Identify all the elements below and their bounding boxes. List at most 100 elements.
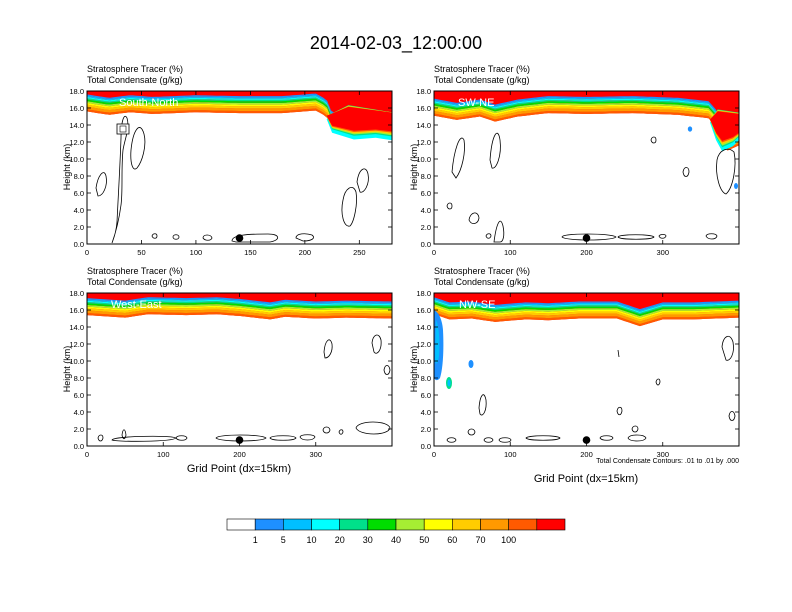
panel-1-frame [86,90,393,245]
panel-2-y-tick-label: 16.0 [416,104,431,113]
panel-1-y-tick-label: 16.0 [69,104,84,113]
panel-4-y-tick-label: 0.0 [421,442,431,451]
panel-3-tracer-label: Stratosphere Tracer (%) [87,266,183,276]
panel-3-condensate-contours [97,334,391,442]
panel-2-x-tick-label: 100 [504,248,517,257]
panel-4-tracer-band-4 [434,307,739,322]
panel-4-tracer-column [434,310,474,389]
panel-4-tracer-band-5 [434,305,739,320]
panel-2-x-tick-label: 200 [580,248,593,257]
panel-2-y-tick-label: 18.0 [416,87,431,96]
panel-1-tracer-label: Stratosphere Tracer (%) [87,64,183,74]
panel-1-x-tick-label: 250 [353,248,366,257]
panel-2-x-tick-label: 300 [656,248,669,257]
panel-4-y-tick-label: 16.0 [416,306,431,315]
panel-2-y-tick-label: 8.0 [421,172,431,181]
figure-title: 2014-02-03_12:00:00 [310,33,482,54]
panel-2-plot-area: SW-NE [434,91,739,243]
panel-1-intrusion-layer-6 [326,106,392,132]
panel-4-y-tick-label: 14.0 [416,323,431,332]
panel-2-intrusion-layer-6 [710,111,739,141]
panel-1-x-tick-label: 200 [299,248,312,257]
panel-3-y-axis-label: Height (km) [62,346,72,393]
panel-3-condensate-label: Total Condensate (g/kg) [87,277,183,287]
panel-1-y-tick-label: 2.0 [74,223,84,232]
panel-4-location-marker [582,436,591,444]
panel-4-x-axis-label: Grid Point (dx=15km) [534,473,638,485]
panel-2-direction-label: SW-NE [458,97,494,109]
colorbar-swatch-3 [282,518,312,531]
panel-3-tracer-band-3 [87,309,392,318]
panel-2-y-tick-label: 10.0 [416,155,431,164]
panel-4-y-tick-label: 10.0 [416,357,431,366]
panel-4-tracer-label: Stratosphere Tracer (%) [434,266,530,276]
panel-1-y-tick-label: 4.0 [74,206,84,215]
panel-2-condensate-label: Total Condensate (g/kg) [434,75,530,85]
panel-2-y-tick-label: 12.0 [416,138,431,147]
panel-1-location-marker [235,234,244,242]
panel-1-y-axis-label: Height (km) [62,144,72,191]
colorbar-swatch-10 [480,518,510,531]
panel-1-x-tick-label: 100 [190,248,203,257]
panel-2-location-marker [582,234,591,242]
colorbar-level-label: 5 [281,535,286,545]
panel-1-y-tick-label: 8.0 [74,172,84,181]
panel-1-label-bbox [116,123,130,135]
panel-4-y-tick-label: 2.0 [421,425,431,434]
colorbar-swatch-2 [254,518,284,531]
panel-3-tracer-band-5 [87,305,392,313]
colorbar-level-label: 50 [419,535,429,545]
colorbar-swatch-5 [339,518,369,531]
colorbar-swatch-12 [536,518,566,531]
panel-4-y-tick-label: 4.0 [421,408,431,417]
panel-sw-ne: Stratosphere Tracer (%) Total Condensate… [409,64,740,257]
colorbar-swatch-11 [508,518,538,531]
panel-2-x-tick-label: 0 [432,248,436,257]
panel-1-x-tick-label: 0 [85,248,89,257]
colorbar-level-label: 100 [501,535,516,545]
panel-3-tracer-band-9 [87,299,392,307]
panel-2-tracer-label: Stratosphere Tracer (%) [434,64,530,74]
panel-1-direction-label: South-North [119,97,178,109]
panel-2-y-tick-label: 4.0 [421,206,431,215]
panel-1-x-tick-label: 50 [137,248,145,257]
panel-3-y-tick-label: 4.0 [74,408,84,417]
colorbar-swatch-9 [451,518,481,531]
panel-1-y-tick-label: 12.0 [69,138,84,147]
panel-1-condensate-contours [95,115,369,244]
contour-footnote: Total Condensate Contours: .01 to .01 by… [596,458,739,465]
panel-4-x-tick-label: 100 [504,450,517,459]
panel-3-direction-label: West-East [111,299,162,311]
panel-south-north: Stratosphere Tracer (%) Total Condensate… [62,64,393,257]
panel-3-tracer-band-7 [87,302,392,310]
panel-west-east: Stratosphere Tracer (%) Total Condensate… [62,266,393,475]
colorbar-level-label: 40 [391,535,401,545]
panel-1-y-tick-label: 10.0 [69,155,84,164]
panel-2-tracer-spots [687,126,738,189]
panel-3-tracer-band-6 [87,304,392,311]
colorbar-swatch-6 [367,518,397,531]
panel-nw-se: Stratosphere Tracer (%) Total Condensate… [409,266,740,485]
panel-3-y-tick-label: 16.0 [69,306,84,315]
panel-3-y-tick-label: 14.0 [69,323,84,332]
panel-4-y-tick-label: 18.0 [416,289,431,298]
panel-1-condensate-label: Total Condensate (g/kg) [87,75,183,85]
colorbar-level-label: 70 [475,535,485,545]
colorbar-level-label: 30 [363,535,373,545]
panel-3-y-tick-label: 10.0 [69,357,84,366]
panel-4-y-tick-label: 6.0 [421,391,431,400]
panel-4-tracer-band-3 [434,309,739,324]
colorbar-swatch-8 [423,518,453,531]
panel-1-y-tick-label: 14.0 [69,121,84,130]
panel-3-x-tick-label: 300 [309,450,322,459]
panel-3-y-tick-label: 12.0 [69,340,84,349]
panel-4-x-tick-label: 0 [432,450,436,459]
panel-4-condensate-contours [446,335,736,443]
panel-3-location-marker [235,436,244,444]
colorbar-level-label: 20 [335,535,345,545]
colorbar-swatch-4 [311,518,341,531]
colorbar-level-label: 10 [306,535,316,545]
panel-3-y-tick-label: 0.0 [74,442,84,451]
panel-3-x-tick-label: 0 [85,450,89,459]
panel-3-y-tick-label: 6.0 [74,391,84,400]
